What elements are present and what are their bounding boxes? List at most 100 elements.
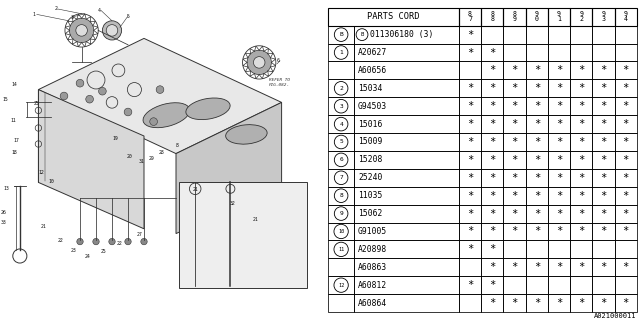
Bar <box>593 276 614 294</box>
Bar <box>459 151 481 169</box>
Text: *: * <box>556 209 562 219</box>
Bar <box>459 61 481 79</box>
Bar <box>504 151 525 169</box>
Circle shape <box>93 238 99 245</box>
Text: 4: 4 <box>339 122 343 127</box>
Text: 2: 2 <box>339 86 343 91</box>
Text: *: * <box>556 173 562 183</box>
Bar <box>355 240 459 258</box>
Bar <box>548 44 570 61</box>
Text: 011306180 (3): 011306180 (3) <box>369 30 433 39</box>
Bar <box>481 133 504 151</box>
Text: A60864: A60864 <box>358 299 387 308</box>
Text: *: * <box>578 65 584 76</box>
Bar <box>570 79 593 97</box>
Text: *: * <box>578 209 584 219</box>
Bar <box>525 61 548 79</box>
Text: *: * <box>600 137 607 147</box>
Text: 1: 1 <box>32 12 35 17</box>
Polygon shape <box>38 90 144 229</box>
Bar <box>481 8 504 26</box>
Text: 15: 15 <box>3 97 8 102</box>
Text: 9
3: 9 3 <box>602 11 605 22</box>
Text: 31: 31 <box>139 159 144 164</box>
Text: A20627: A20627 <box>358 48 387 57</box>
Text: 2: 2 <box>54 6 58 12</box>
Bar <box>504 169 525 187</box>
Bar <box>570 44 593 61</box>
Bar <box>504 240 525 258</box>
Bar <box>481 26 504 44</box>
Bar <box>548 133 570 151</box>
Text: *: * <box>623 119 629 129</box>
Text: *: * <box>534 262 540 272</box>
Bar <box>328 115 355 133</box>
Text: 9
1: 9 1 <box>557 11 561 22</box>
Bar <box>548 26 570 44</box>
Bar <box>593 169 614 187</box>
Text: 23: 23 <box>71 248 76 253</box>
Bar <box>593 133 614 151</box>
Text: B: B <box>339 32 343 37</box>
Text: *: * <box>578 101 584 111</box>
Text: *: * <box>556 227 562 236</box>
Bar <box>548 187 570 204</box>
Bar <box>525 115 548 133</box>
Bar <box>459 258 481 276</box>
Ellipse shape <box>186 98 230 120</box>
Text: 22: 22 <box>58 237 63 243</box>
Text: PARTS CORD: PARTS CORD <box>367 12 420 21</box>
Text: *: * <box>467 137 473 147</box>
Text: A60812: A60812 <box>358 281 387 290</box>
Circle shape <box>124 108 132 116</box>
Text: 10: 10 <box>49 179 54 184</box>
Bar <box>614 294 637 312</box>
Text: 4: 4 <box>98 8 100 13</box>
Bar <box>481 151 504 169</box>
Bar <box>525 187 548 204</box>
Circle shape <box>109 238 115 245</box>
Polygon shape <box>176 102 282 234</box>
Bar <box>570 222 593 240</box>
Bar <box>504 8 525 26</box>
Text: 3: 3 <box>70 15 74 20</box>
Text: *: * <box>556 137 562 147</box>
Bar <box>614 115 637 133</box>
Text: *: * <box>600 155 607 165</box>
Bar <box>614 258 637 276</box>
Bar <box>355 294 459 312</box>
Bar <box>593 222 614 240</box>
Text: 22: 22 <box>116 241 122 246</box>
Ellipse shape <box>143 103 190 128</box>
Text: *: * <box>623 262 629 272</box>
Bar <box>481 79 504 97</box>
Bar <box>570 151 593 169</box>
Bar <box>570 26 593 44</box>
Bar <box>481 169 504 187</box>
Text: *: * <box>489 173 495 183</box>
Text: *: * <box>623 65 629 76</box>
Bar <box>355 151 459 169</box>
Bar <box>459 115 481 133</box>
Text: *: * <box>489 101 495 111</box>
Text: *: * <box>467 244 473 254</box>
Bar <box>328 26 355 44</box>
Bar <box>504 79 525 97</box>
Bar <box>504 187 525 204</box>
Bar <box>614 187 637 204</box>
Text: *: * <box>556 155 562 165</box>
Text: *: * <box>467 155 473 165</box>
Text: *: * <box>467 173 473 183</box>
Text: *: * <box>578 191 584 201</box>
Bar <box>459 79 481 97</box>
Text: *: * <box>623 155 629 165</box>
Text: *: * <box>534 209 540 219</box>
Text: *: * <box>511 137 518 147</box>
Text: *: * <box>600 298 607 308</box>
Text: 8
8: 8 8 <box>490 11 494 22</box>
Bar <box>525 258 548 276</box>
Text: *: * <box>534 227 540 236</box>
Text: *: * <box>534 65 540 76</box>
Text: 21: 21 <box>253 217 259 222</box>
Text: *: * <box>578 119 584 129</box>
